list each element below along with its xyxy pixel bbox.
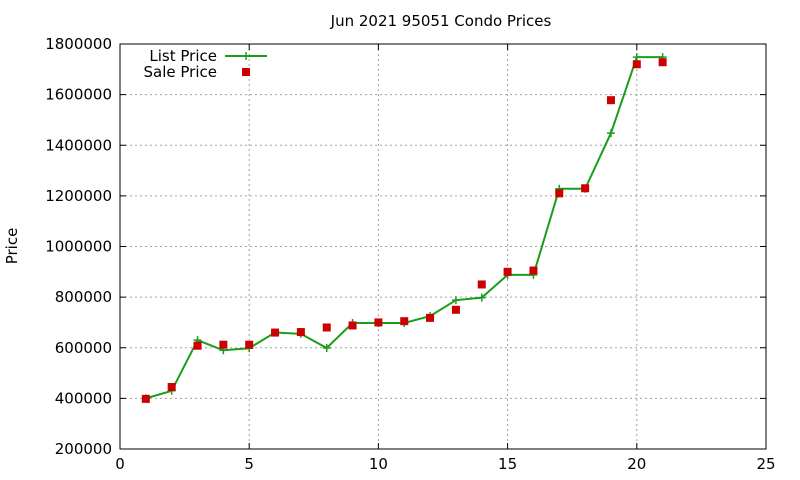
square-marker	[167, 382, 176, 391]
square-marker	[374, 318, 383, 327]
legend-label: Sale Price	[144, 63, 217, 81]
square-marker	[322, 323, 331, 332]
legend-label: List Price	[149, 47, 217, 65]
square-marker	[219, 340, 228, 349]
plus-marker	[632, 53, 641, 62]
plus-marker	[451, 296, 460, 305]
square-marker	[477, 280, 486, 289]
square-marker	[555, 189, 564, 198]
square-marker	[245, 340, 254, 349]
y-tick-label: 1400000	[45, 136, 112, 154]
y-tick-label: 800000	[55, 288, 112, 306]
x-tick-label: 15	[498, 455, 517, 473]
x-tick-label: 20	[627, 455, 646, 473]
series-list-price	[141, 53, 667, 403]
grid-layer	[120, 44, 766, 449]
square-marker	[529, 266, 538, 275]
square-marker	[658, 58, 667, 67]
series-layer	[141, 53, 667, 403]
square-marker	[606, 96, 615, 105]
x-tick-label: 25	[756, 455, 775, 473]
square-marker	[348, 321, 357, 330]
series-sale-price	[141, 58, 667, 403]
tick-layer: 0 5 10 15 20 25 200000 400000 600000 800000 100000…	[45, 35, 775, 473]
y-tick-label: 200000	[55, 440, 112, 458]
y-tick-label: 600000	[55, 339, 112, 357]
square-marker	[296, 328, 305, 337]
legend-plus-swatch	[242, 52, 250, 60]
plus-marker	[477, 293, 486, 302]
square-marker	[451, 305, 460, 314]
y-tick-label: 1200000	[45, 187, 112, 205]
y-tick-label: 1600000	[45, 86, 112, 104]
square-marker	[400, 317, 409, 326]
y-tick-label: 1000000	[45, 238, 112, 256]
square-marker	[581, 184, 590, 193]
y-tick-label: 400000	[55, 389, 112, 407]
x-tick-label: 5	[244, 455, 254, 473]
y-axis-label: Price	[3, 228, 21, 265]
legend-square-swatch	[242, 68, 250, 76]
square-marker	[193, 341, 202, 350]
plus-marker	[606, 129, 615, 138]
y-tick-label: 1800000	[45, 35, 112, 53]
square-marker	[141, 394, 150, 403]
plus-marker	[322, 344, 331, 353]
square-marker	[271, 328, 280, 337]
square-marker	[426, 313, 435, 322]
x-tick-label: 0	[115, 455, 125, 473]
square-marker	[503, 267, 512, 276]
chart-title: Jun 2021 95051 Condo Prices	[330, 12, 552, 30]
x-tick-label: 10	[369, 455, 388, 473]
square-marker	[632, 60, 641, 69]
